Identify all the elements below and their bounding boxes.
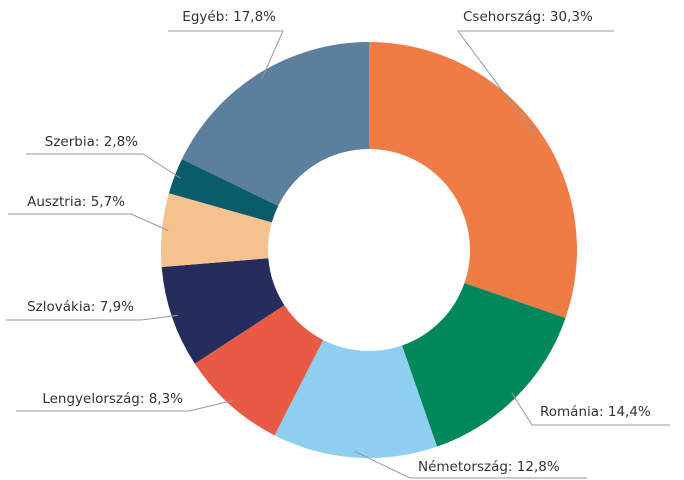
leader-line: [8, 213, 169, 231]
data-label: Lengyelország: 8,3%: [42, 391, 183, 407]
data-label: Ausztria: 5,7%: [27, 194, 125, 210]
data-label: Románia: 14,4%: [540, 404, 651, 420]
donut-slice: [369, 42, 577, 318]
data-label: Egyéb: 17,8%: [182, 9, 276, 25]
donut-slice: [161, 258, 285, 364]
leader-line: [26, 153, 181, 179]
donut-slice: [168, 159, 279, 223]
leader-line: [457, 30, 614, 134]
donut-slice: [402, 283, 566, 447]
donut-slice: [274, 339, 437, 459]
leader-line: [511, 392, 670, 426]
leader-line: [6, 314, 178, 321]
donut-slice: [181, 41, 369, 206]
data-label: Szerbia: 2,8%: [45, 134, 138, 150]
data-label: Szlovákia: 7,9%: [27, 299, 134, 315]
leader-line: [354, 451, 587, 479]
leader-line: [16, 399, 235, 412]
leader-line: [168, 30, 284, 79]
data-label: Csehország: 30,3%: [463, 9, 593, 25]
data-label: Németország: 12,8%: [418, 459, 560, 475]
donut-slice: [194, 305, 324, 436]
donut-slice: [161, 193, 272, 267]
